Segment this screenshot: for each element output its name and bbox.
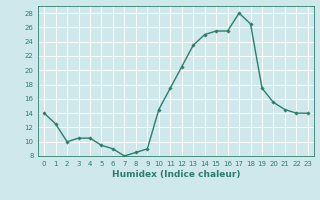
X-axis label: Humidex (Indice chaleur): Humidex (Indice chaleur) [112, 170, 240, 179]
